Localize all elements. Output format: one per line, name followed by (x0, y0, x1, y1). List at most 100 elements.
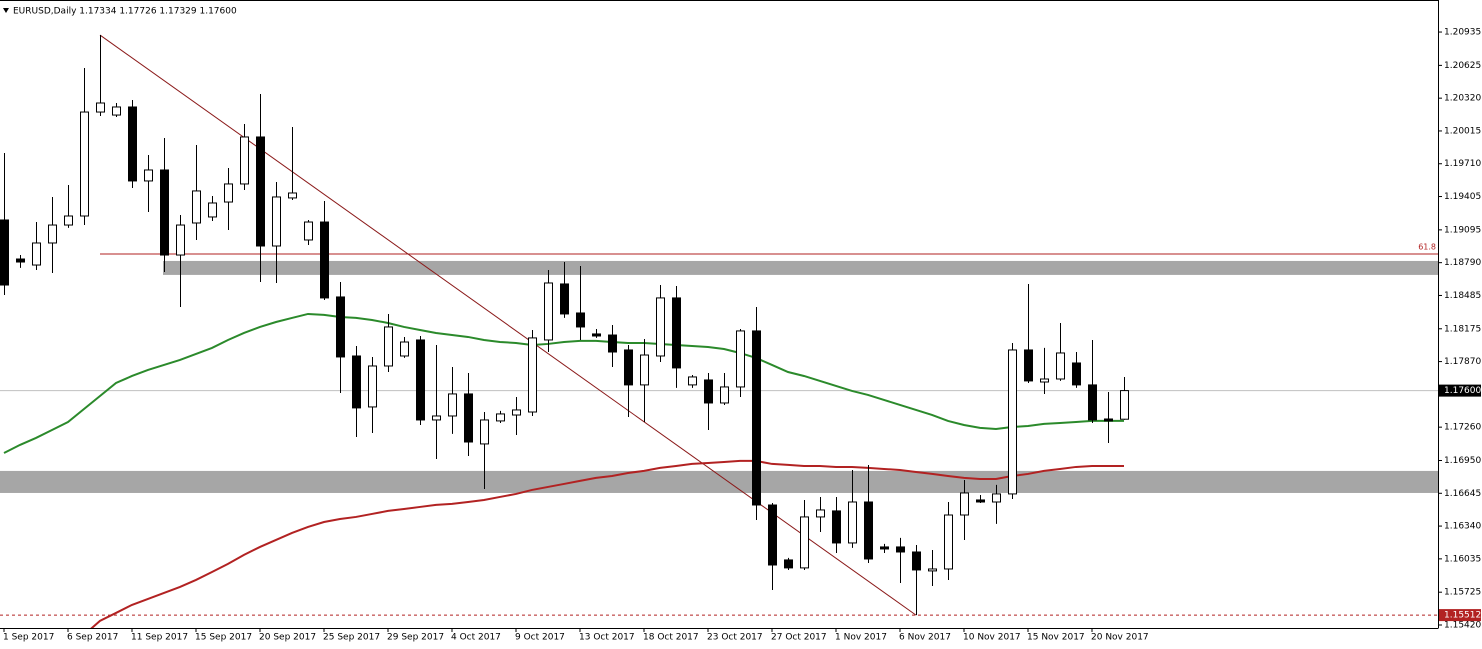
x-tick-label: 15 Sep 2017 (195, 633, 252, 643)
candle-body (480, 419, 489, 445)
x-tick-label: 23 Oct 2017 (707, 633, 763, 643)
candle-body (496, 413, 505, 422)
candle-body (1040, 378, 1049, 383)
candle-body (288, 192, 297, 199)
x-tick-label: 10 Nov 2017 (963, 633, 1021, 643)
candle-body (144, 169, 153, 182)
candle-body (384, 326, 393, 367)
x-tick-label: 13 Oct 2017 (579, 633, 635, 643)
x-tick-label: 6 Sep 2017 (67, 633, 118, 643)
candle-body (928, 568, 937, 572)
current-price-label: 1.17600 (1444, 386, 1481, 396)
candle-body (1088, 384, 1097, 421)
candle-body (368, 365, 377, 408)
trendline (99, 34, 917, 616)
candle-body (816, 509, 825, 518)
y-tick-label: 1.15420 (1444, 620, 1481, 630)
candle-body (272, 196, 281, 247)
zone (163, 260, 1438, 275)
candle-body (512, 409, 521, 416)
x-tick-label: 20 Nov 2017 (1091, 633, 1149, 643)
x-tick-label: 29 Sep 2017 (387, 633, 444, 643)
y-tick-label: 1.16645 (1444, 489, 1481, 499)
plot-area: 61.8 (0, 34, 1438, 628)
candle-body (672, 297, 681, 369)
zone (0, 470, 1438, 493)
candle-body (624, 349, 633, 386)
candle-body (560, 283, 569, 315)
y-tick-label: 1.20625 (1444, 61, 1481, 71)
x-tick-label: 25 Sep 2017 (323, 633, 380, 643)
candle-body (416, 339, 425, 421)
x-tick-label: 9 Oct 2017 (515, 633, 565, 643)
candle-body (1008, 349, 1017, 495)
overlay-line (90, 459, 1124, 628)
candle-body (304, 221, 313, 241)
candle-body (832, 510, 841, 544)
y-tick-label: 1.18175 (1444, 324, 1481, 334)
candle-body (320, 221, 329, 299)
low-line-label: 1.15512 (1444, 611, 1481, 621)
chart-title: EURUSD,Daily 1.17334 1.17726 1.17329 1.1… (13, 7, 237, 17)
candle-body (688, 376, 697, 386)
y-tick-label: 1.17260 (1444, 423, 1481, 433)
x-tick-label: 20 Sep 2017 (259, 633, 316, 643)
candle-body (1104, 418, 1113, 422)
candle-body (176, 224, 185, 256)
candle-body (976, 499, 985, 503)
candle-body (16, 258, 25, 263)
candle-body (80, 111, 89, 217)
candle-body (736, 330, 745, 388)
title-marker (3, 8, 9, 13)
y-tick-label: 1.16340 (1444, 522, 1481, 532)
x-tick-label: 1 Nov 2017 (835, 633, 887, 643)
x-tick-label: 27 Oct 2017 (771, 633, 827, 643)
candle-body (464, 393, 473, 443)
y-tick-label: 1.15725 (1444, 588, 1481, 598)
candle-body (944, 514, 953, 570)
candle-body (880, 546, 889, 550)
candle-body (0, 219, 9, 286)
y-tick-label: 1.19405 (1444, 192, 1481, 202)
fib-level-label: 61.8 (1418, 242, 1436, 251)
y-tick-label: 1.19095 (1444, 225, 1481, 235)
candle-body (400, 341, 409, 357)
candle-body (240, 136, 249, 185)
x-tick-label: 15 Nov 2017 (1027, 633, 1085, 643)
y-tick-label: 1.16035 (1444, 554, 1481, 564)
axis-layer: 1.20935 1.20625 1.20320 1.20015 1.19710 1.194… (3, 28, 1481, 643)
candle-body (352, 355, 361, 409)
y-tick-label: 1.18485 (1444, 291, 1481, 301)
x-tick-label: 11 Sep 2017 (131, 633, 188, 643)
candle-body (1120, 390, 1129, 420)
candle-body (720, 386, 729, 404)
candle-body (784, 559, 793, 569)
candle-body (656, 297, 665, 357)
candle-body (576, 312, 585, 328)
candle-body (224, 183, 233, 203)
candle-body (1056, 352, 1065, 380)
y-tick-label: 1.19710 (1444, 159, 1481, 169)
candle-body (64, 215, 73, 226)
candle-body (544, 282, 553, 341)
overlay-line (3, 312, 1124, 454)
candle-body (768, 504, 777, 566)
candle-body (432, 415, 441, 421)
candle-body (96, 102, 105, 113)
y-tick-label: 1.18790 (1444, 258, 1481, 268)
y-tick-label: 1.20320 (1444, 94, 1481, 104)
candle-body (208, 202, 217, 218)
y-tick-label: 1.20935 (1444, 28, 1481, 38)
candle-body (32, 242, 41, 266)
y-tick-label: 1.17870 (1444, 357, 1481, 367)
current-price-box (1439, 384, 1481, 397)
candle-body (48, 224, 57, 244)
candle-body (160, 169, 169, 256)
candle-body (1024, 349, 1033, 382)
low-line-box (1439, 609, 1481, 622)
x-tick-label: 6 Nov 2017 (899, 633, 951, 643)
candle-body (800, 516, 809, 569)
candle-body (592, 333, 601, 337)
candle-body (608, 334, 617, 353)
